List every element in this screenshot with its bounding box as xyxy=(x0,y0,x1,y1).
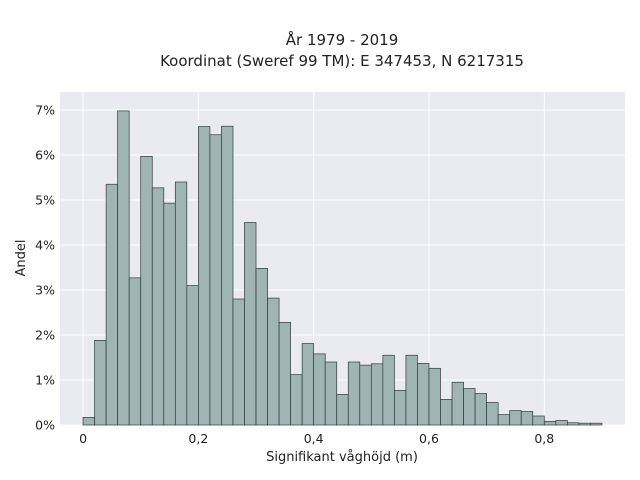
histogram-bar xyxy=(94,340,107,426)
histogram-bar xyxy=(128,277,142,426)
y-tick-label: 5% xyxy=(35,193,55,208)
histogram-bar xyxy=(221,125,234,426)
histogram-bar xyxy=(117,110,130,426)
histogram-bar xyxy=(347,361,361,426)
histogram-bar xyxy=(486,402,499,426)
chart-title-line-1: År 1979 - 2019 xyxy=(286,30,399,49)
y-axis-ticks: 0% 1% 2% 3% 4% 5% 6% 7% xyxy=(35,103,55,433)
histogram-bar xyxy=(324,361,338,426)
x-tick-label: 0 xyxy=(79,431,87,446)
histogram-bar xyxy=(301,343,315,426)
chart-title-line-2: Koordinat (Sweref 99 TM): E 347453, N 62… xyxy=(160,52,524,70)
y-tick-label: 3% xyxy=(35,283,55,298)
histogram-bar xyxy=(198,126,211,426)
histogram-bar xyxy=(163,202,176,426)
x-axis-ticks: 0 0,2 0,4 0,6 0,8 xyxy=(79,431,554,446)
histogram-bar xyxy=(186,285,199,426)
x-tick-label: 0,8 xyxy=(534,431,554,446)
histogram-bar xyxy=(520,411,534,426)
histogram-bar xyxy=(313,353,326,426)
histogram-bar xyxy=(209,134,222,426)
histogram-bar xyxy=(151,187,165,426)
histogram-bar xyxy=(543,421,557,426)
histogram-bar xyxy=(566,422,580,426)
histogram-bar xyxy=(370,363,384,426)
histogram-bar xyxy=(267,297,280,426)
histogram-bar xyxy=(428,367,441,426)
histogram-bar xyxy=(405,354,418,426)
x-tick-label: 0,6 xyxy=(419,431,439,446)
histogram-bar xyxy=(255,268,268,426)
histogram-bar xyxy=(578,422,591,426)
y-axis-label: Andel xyxy=(14,240,29,277)
histogram-bar xyxy=(497,414,511,426)
y-tick-label: 6% xyxy=(35,148,55,163)
histogram-bar xyxy=(140,156,153,426)
y-tick-label: 4% xyxy=(35,238,55,253)
histogram-bar xyxy=(278,322,291,426)
histogram-bar xyxy=(440,399,453,426)
histogram-bar xyxy=(509,410,522,426)
x-tick-label: 0,4 xyxy=(304,431,324,446)
histogram-bars xyxy=(82,110,603,426)
x-axis-label: Signifikant våghöjd (m) xyxy=(266,450,418,465)
y-tick-label: 0% xyxy=(35,418,55,433)
histogram-bar xyxy=(290,374,303,426)
y-tick-label: 1% xyxy=(35,373,55,388)
histogram-bar xyxy=(82,417,95,426)
y-tick-label: 2% xyxy=(35,328,55,343)
histogram-bar xyxy=(382,354,395,426)
histogram-bar xyxy=(590,422,603,426)
x-tick-label: 0,2 xyxy=(188,431,208,446)
histogram-bar xyxy=(244,222,257,426)
y-tick-label: 7% xyxy=(35,103,55,118)
histogram-bar xyxy=(105,183,119,426)
histogram-bar xyxy=(417,363,430,426)
histogram-bar xyxy=(451,381,464,426)
histogram-bar xyxy=(555,420,568,426)
histogram-bar xyxy=(174,181,188,426)
histogram-bar xyxy=(463,388,476,426)
histogram-bar xyxy=(336,394,349,426)
histogram-bar xyxy=(232,298,245,426)
histogram-bar xyxy=(532,415,545,426)
histogram-bar xyxy=(474,393,487,426)
histogram-bar xyxy=(394,390,407,426)
histogram-bar xyxy=(359,364,372,426)
